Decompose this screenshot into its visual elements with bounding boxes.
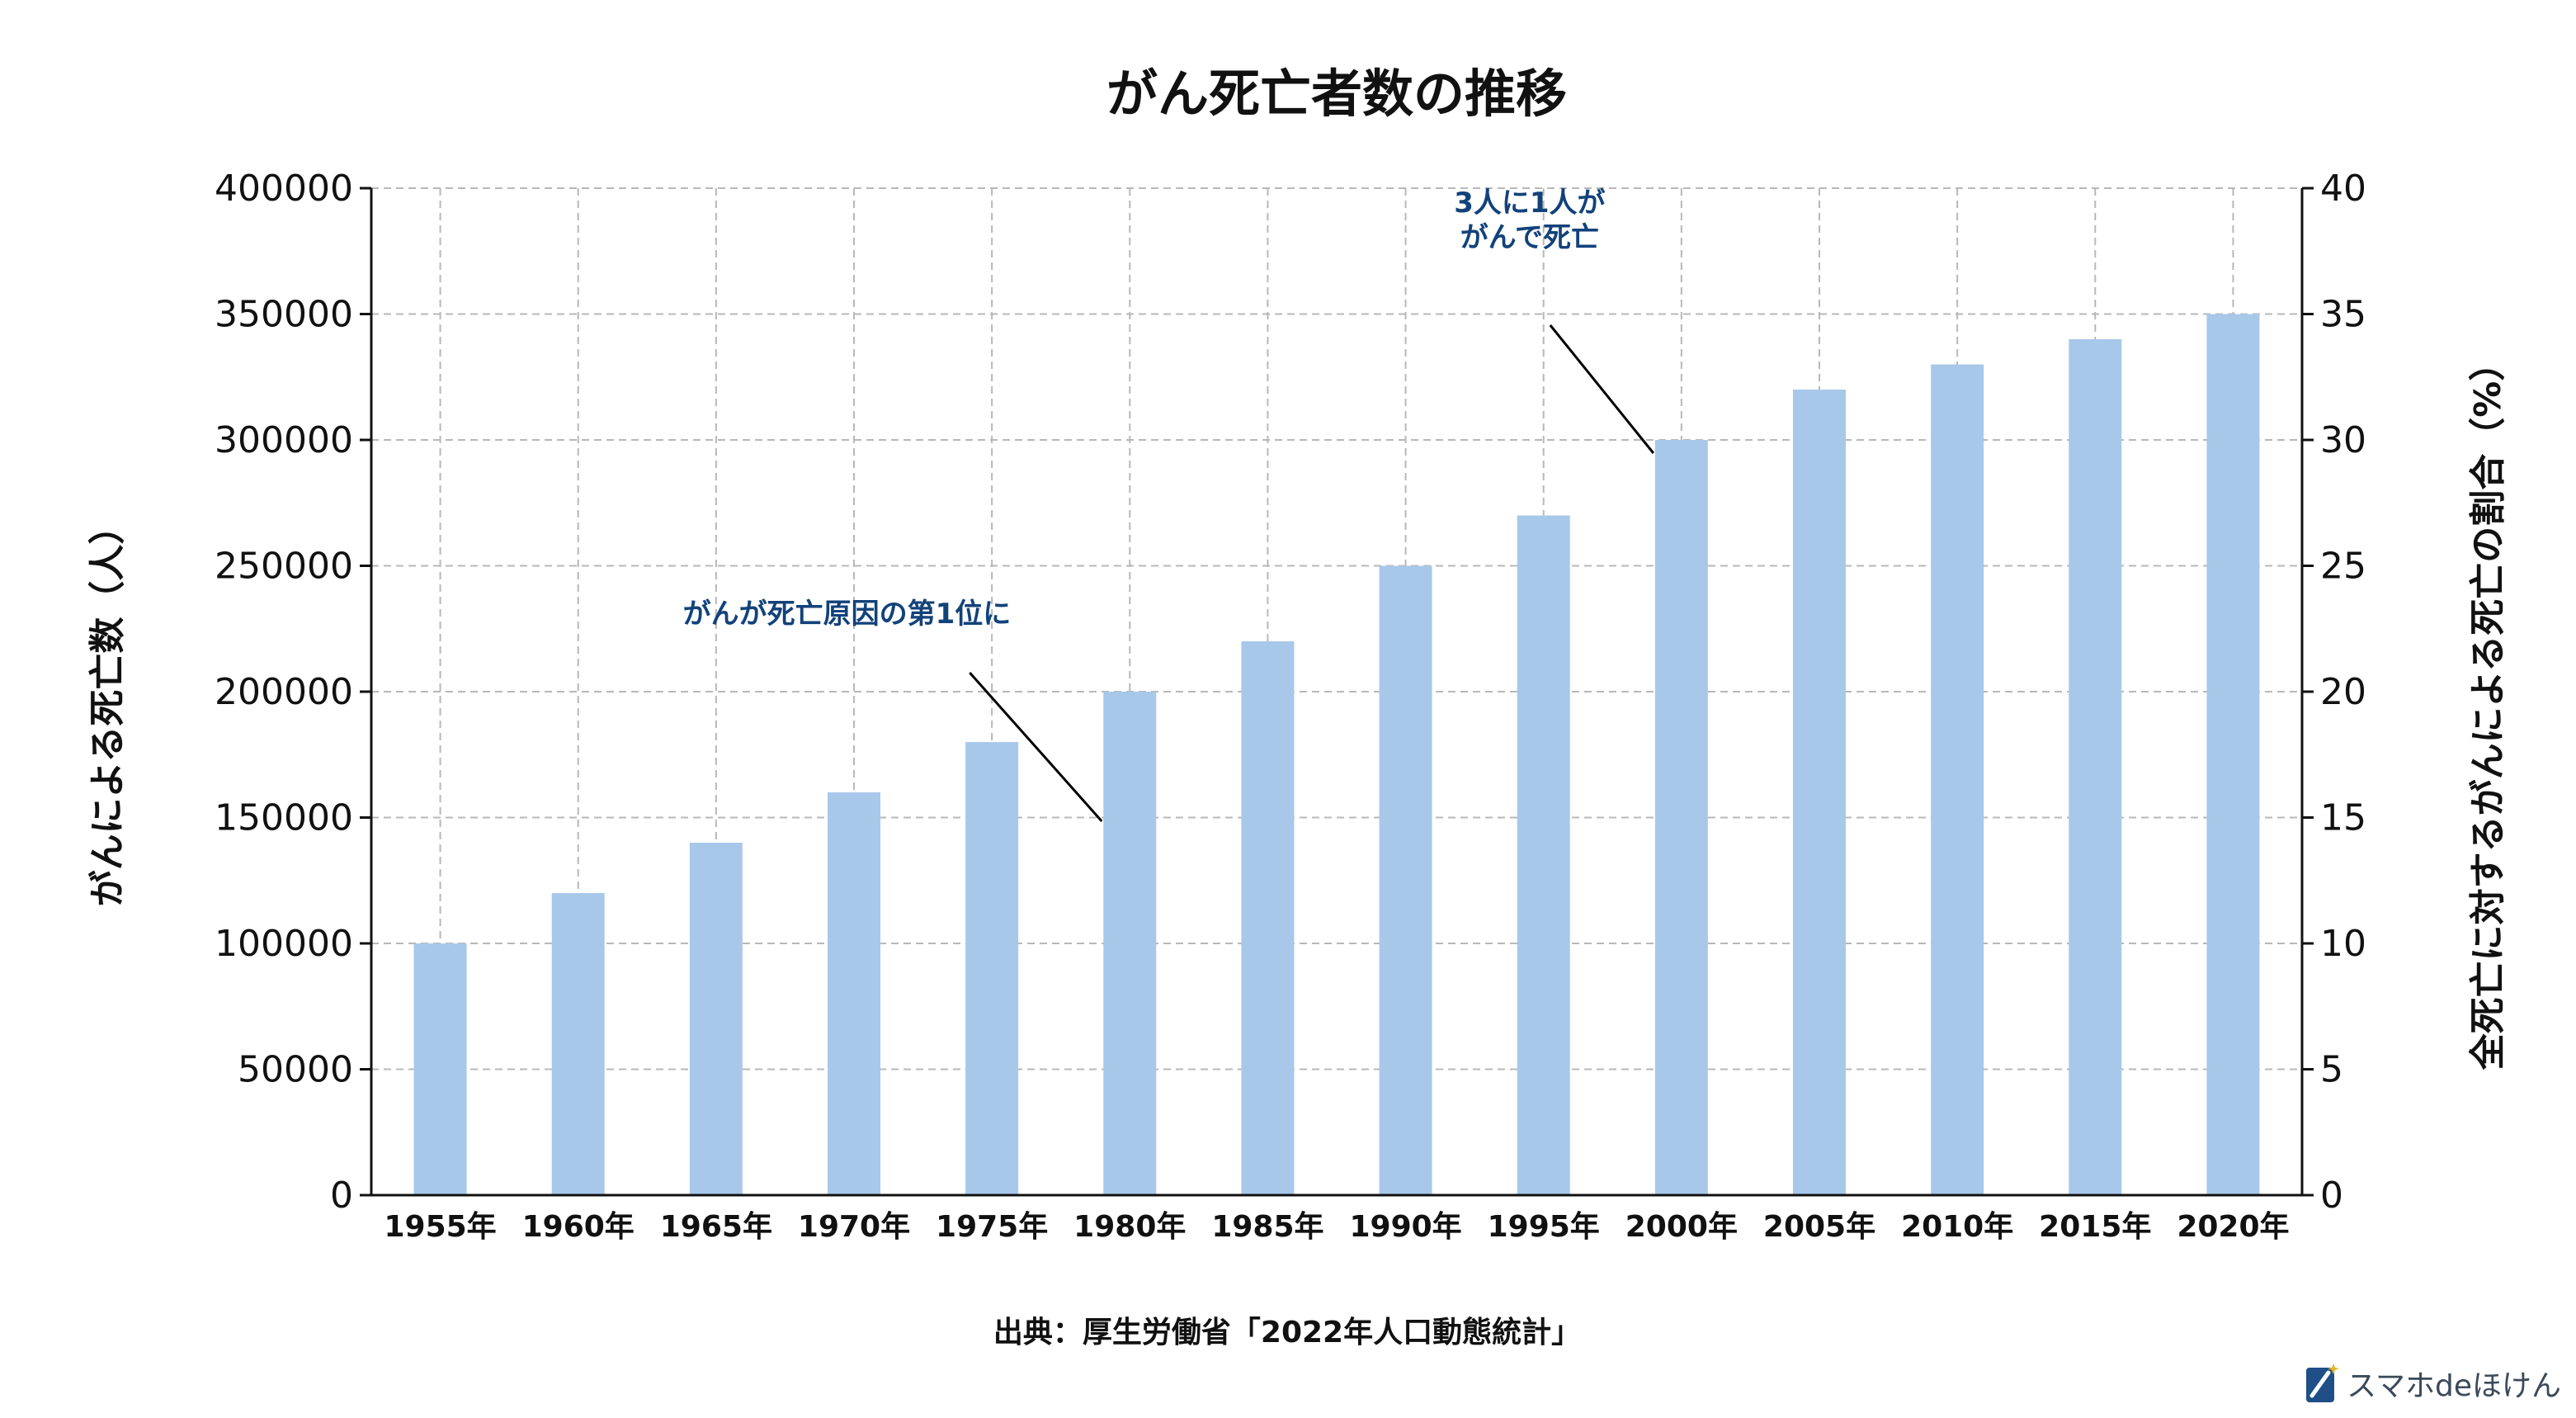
bar-2020年 <box>2206 314 2260 1195</box>
x-tick-label: 1975年 <box>936 1210 1048 1244</box>
right-tick-label: 25 <box>2320 546 2366 588</box>
brand-name: スマホdeほけん <box>2347 1369 2561 1403</box>
y-axis-label-left: がんによる死亡数（人） <box>87 508 129 907</box>
left-tick-label: 400000 <box>215 168 353 210</box>
right-y-ticks: 0 5 10 15 20 25 30 35 40 <box>2302 168 2366 1217</box>
left-tick-label: 350000 <box>215 294 353 336</box>
bar-2015年 <box>2069 339 2122 1195</box>
right-tick-label: 10 <box>2320 923 2366 965</box>
left-tick-label: 300000 <box>215 419 353 461</box>
left-tick-label: 50000 <box>238 1049 353 1091</box>
annotation-text: がんが死亡原因の第1位に <box>683 598 1012 631</box>
annotation-text: 3人に1人が <box>1454 187 1605 220</box>
x-tick-label: 2005年 <box>1763 1210 1875 1244</box>
left-tick-label: 150000 <box>215 797 353 839</box>
right-tick-label: 0 <box>2320 1175 2343 1217</box>
right-tick-label: 5 <box>2320 1049 2343 1091</box>
x-tick-label: 1980年 <box>1073 1210 1186 1244</box>
x-tick-label: 1960年 <box>522 1210 635 1244</box>
x-tick-label: 1965年 <box>660 1210 772 1244</box>
bar-1985年 <box>1241 641 1295 1195</box>
x-tick-label: 1985年 <box>1211 1210 1323 1244</box>
annotation-text: がんで死亡 <box>1460 221 1599 254</box>
x-tick-label: 1970年 <box>798 1210 910 1244</box>
x-tick-label: 2010年 <box>1901 1210 2013 1244</box>
left-tick-label: 100000 <box>215 923 353 965</box>
right-tick-label: 35 <box>2320 294 2366 336</box>
left-tick-label: 250000 <box>215 546 353 588</box>
bar-1955年 <box>413 943 467 1195</box>
x-tick-label: 1995年 <box>1488 1210 1600 1244</box>
left-tick-label: 0 <box>330 1175 353 1217</box>
x-tick-label: 1955年 <box>384 1210 496 1244</box>
bar-1970年 <box>828 792 880 1195</box>
bar-1990年 <box>1379 565 1432 1195</box>
x-tick-label: 2015年 <box>2039 1210 2151 1244</box>
bars-layer <box>413 314 2260 1195</box>
bar-2000年 <box>1654 440 1708 1195</box>
bar-1960年 <box>551 893 605 1195</box>
annotation-line <box>969 672 1103 822</box>
bar-1980年 <box>1103 692 1157 1195</box>
x-tick-label: 2000年 <box>1625 1210 1738 1244</box>
bar-1995年 <box>1517 515 1570 1195</box>
left-y-ticks: 0 50000 100000 150000 200000 250000 300000 3500… <box>215 168 371 1217</box>
left-tick-label: 200000 <box>215 671 353 713</box>
right-tick-label: 20 <box>2320 671 2366 713</box>
brand-logo-icon <box>2306 1364 2339 1402</box>
bar-1965年 <box>689 843 743 1195</box>
right-tick-label: 30 <box>2320 419 2366 461</box>
annotation-line <box>1549 324 1655 454</box>
x-tick-label: 2020年 <box>2177 1210 2289 1244</box>
x-tick-label: 1990年 <box>1349 1210 1461 1244</box>
chart-title: がん死亡者数の推移 <box>1106 64 1567 124</box>
grid-layer <box>371 187 2302 1195</box>
bar-1975年 <box>965 742 1019 1195</box>
y-axis-label-right: 全死亡に対するがんによる死亡の割合（%） <box>2467 345 2509 1071</box>
right-tick-label: 15 <box>2320 797 2366 839</box>
right-tick-label: 40 <box>2320 168 2366 210</box>
x-ticks: 1955年 1960年 1965年 1970年 1975年 1980年 1985年 1990年… <box>384 1210 2289 1244</box>
brand-logo: スマホdeほけん <box>2304 1362 2561 1405</box>
bar-2005年 <box>1793 390 1846 1195</box>
bar-2010年 <box>1931 364 1984 1195</box>
source-note: 出典：厚生労働省「2022年人口動態統計」 <box>993 1316 1581 1349</box>
